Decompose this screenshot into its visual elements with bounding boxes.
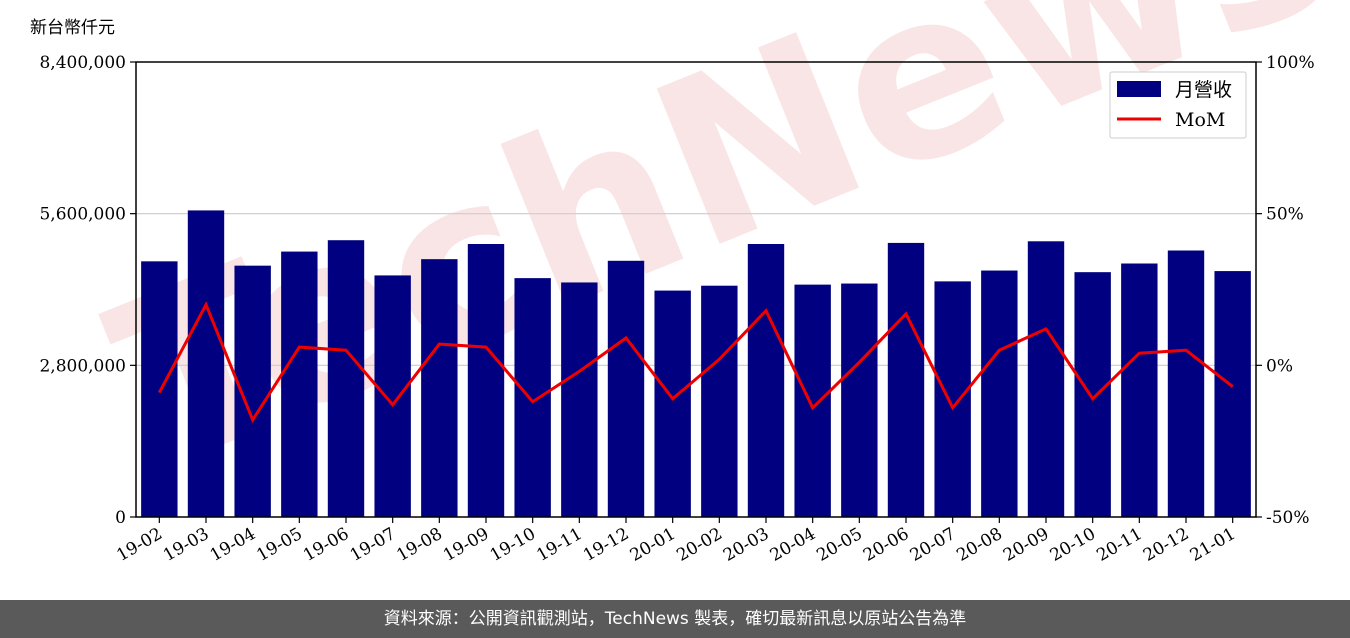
x-tick-label: 21-01 [1187,524,1239,566]
x-tick-label: 20-09 [1000,524,1052,566]
bar-19-06 [327,240,365,518]
x-tick-label: 19-06 [300,524,352,566]
bar-19-07 [374,275,411,517]
legend-bar-swatch [1117,81,1161,97]
bar-20-09 [1027,241,1065,517]
bar-19-05 [281,251,318,518]
right-tick-label: 50% [1266,205,1304,225]
x-tick-label: 19-02 [113,524,165,566]
left-tick-label: 0 [115,508,126,528]
x-tick-label: 19-05 [253,524,305,566]
x-tick-label: 20-08 [953,524,1005,566]
bar-20-08 [981,270,1018,517]
bar-19-10 [514,278,551,517]
x-tick-label: 20-07 [907,524,959,566]
left-tick-label: 8,400,000 [39,53,126,73]
axes [135,61,1257,518]
x-tick-label: 19-09 [440,524,492,566]
bar-19-02 [141,261,178,517]
revenue-chart: TechNews 新台幣仟元 19-0219-0319-0419-0519-06… [30,0,1350,566]
x-tick-label: 20-11 [1093,524,1145,566]
x-tick-label: 20-04 [767,524,819,566]
x-tick-label: 19-10 [487,524,539,566]
bar-20-06 [887,242,925,517]
bar-series [141,210,1251,518]
left-tick-label: 5,600,000 [39,205,126,225]
bar-20-07 [934,281,971,517]
x-tick-label: 19-12 [580,524,632,566]
bar-20-05 [841,283,878,517]
x-tick-label: 20-02 [673,524,725,566]
x-tick-label: 19-03 [160,524,212,566]
x-tick-label: 20-06 [860,524,912,566]
legend-label-mom: MoM [1175,109,1225,131]
x-tick-label: 20-05 [813,524,865,566]
x-tick-label: 20-01 [627,524,679,566]
bar-19-08 [421,259,458,517]
mom-line-series [157,301,1234,424]
bar-21-01 [1214,271,1251,517]
bar-19-11 [561,282,598,517]
bar-19-09 [467,244,505,517]
left-axis-ticks: 0 2,800,000 5,600,000 8,400,000 [39,53,136,528]
right-tick-label: 0% [1266,356,1293,376]
bar-19-12 [607,260,645,517]
left-tick-label: 2,800,000 [39,356,126,376]
bar-19-03 [187,210,225,517]
x-axis-ticks: 19-0219-0319-0419-0519-0619-0719-0819-09… [113,517,1239,566]
x-tick-label: 20-10 [1047,524,1099,566]
bar-20-02 [701,285,738,517]
bar-20-11 [1121,263,1158,517]
x-tick-label: 19-11 [533,524,585,566]
bar-20-04 [794,284,831,517]
x-tick-label: 19-04 [207,524,259,566]
x-tick-label: 20-12 [1140,524,1192,566]
right-axis-ticks: -50% 0% 50% 100% [1256,53,1315,528]
legend: 月營收 MoM [1109,71,1247,139]
x-tick-label: 19-07 [347,524,399,566]
bar-20-10 [1074,272,1111,517]
mom-line [157,301,1234,424]
bar-20-12 [1167,250,1205,517]
x-tick-label: 19-08 [393,524,445,566]
bar-20-01 [654,290,691,517]
bar-20-03 [747,244,785,517]
unit-label: 新台幣仟元 [30,18,115,38]
right-tick-label: -50% [1266,508,1310,528]
source-footer: 資料來源：公開資訊觀測站，TechNews 製表，確切最新訊息以原站公告為準 [0,600,1350,638]
x-tick-label: 20-03 [720,524,772,566]
right-tick-label: 100% [1266,53,1315,73]
plot-frame [135,61,1257,518]
legend-label-revenue: 月營收 [1175,79,1232,101]
